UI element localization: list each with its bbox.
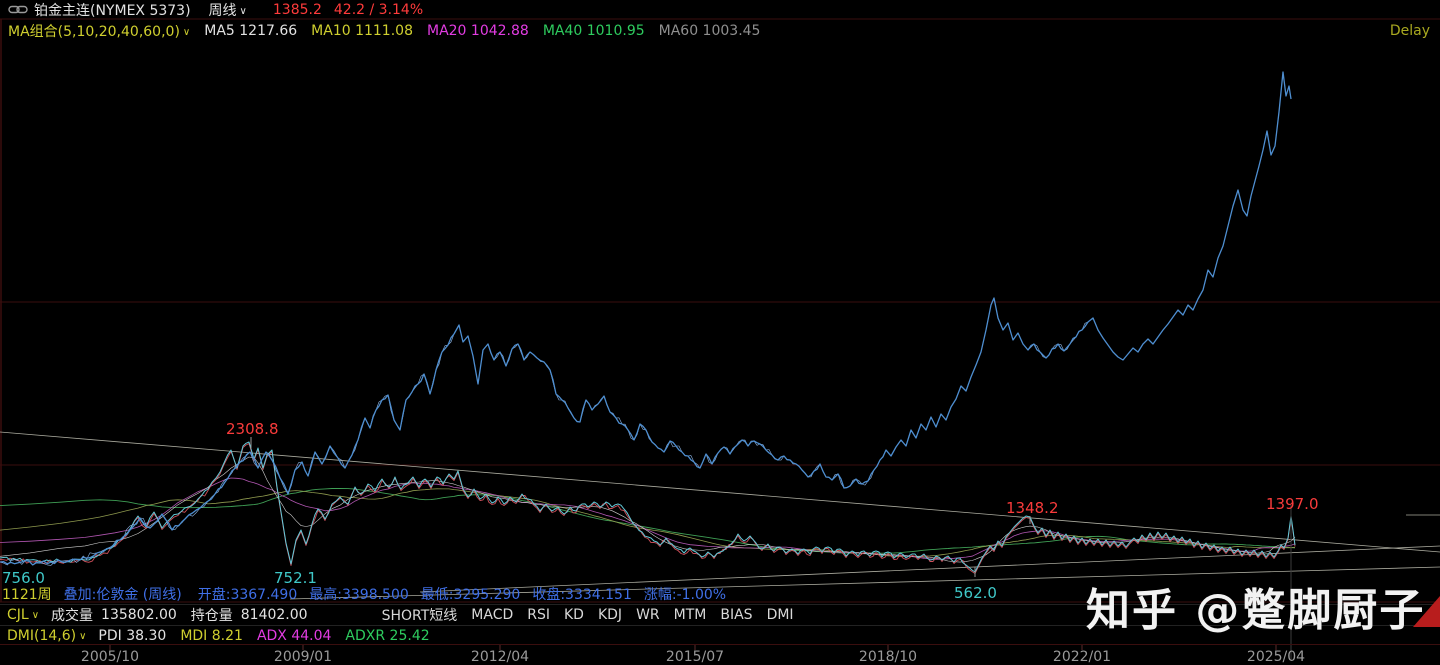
overlay-close: 收盘:3334.151: [532, 587, 632, 603]
tab-kdj[interactable]: KDJ: [597, 607, 623, 623]
last-price: 1385.2: [272, 1, 322, 18]
volume-label: 成交量: [51, 608, 94, 624]
header-bar: 铂金主连(NYMEX 5373) 周线 ∨ 1385.2 42.2 / 3.14%: [0, 0, 1440, 19]
overlay-symbol[interactable]: 叠加:伦敦金 (周线): [63, 587, 182, 603]
ma-group-selector[interactable]: MA组合(5,10,20,40,60,0) ∨: [8, 23, 191, 40]
x-axis-label: 2022/01: [1052, 649, 1112, 665]
tab-short[interactable]: SHORT短线: [381, 608, 458, 624]
price-annotation: 2308.8: [226, 420, 279, 438]
price-annotation: 1397.0: [1266, 495, 1319, 513]
price-change: 42.2 / 3.14%: [333, 1, 424, 18]
period-selector[interactable]: 周线 ∨: [208, 2, 247, 19]
open-interest-value: 81402.00: [240, 607, 308, 623]
price-annotation: 756.0: [2, 569, 45, 587]
ma20-value: MA20 1042.88: [426, 22, 529, 39]
open-interest-label: 持仓量: [190, 608, 233, 624]
adxr-value: ADXR 25.42: [345, 627, 430, 644]
bars-count: 1121周: [2, 587, 52, 603]
x-axis-label: 2005/10: [80, 649, 140, 665]
symbol-name[interactable]: 铂金主连(NYMEX 5373): [34, 2, 191, 19]
ma-bar: MA组合(5,10,20,40,60,0) ∨ MA5 1217.66 MA10 …: [0, 21, 1440, 40]
tab-bias[interactable]: BIAS: [720, 607, 753, 623]
overlay-info-bar: 1121周 叠加:伦敦金 (周线) 开盘:3367.490 最高:3398.50…: [0, 585, 1440, 603]
x-axis-label: 2018/10: [858, 649, 918, 665]
link-icon[interactable]: [8, 4, 28, 15]
overlay-low: 最低:3295.290: [420, 587, 521, 603]
dmi-bar: DMI(14,6) ∨ PDI 38.30 MDI 8.21 ADX 44.04 …: [0, 625, 1440, 645]
indicator-toolbar: CJL ∨ 成交量 135802.00 持仓量 81402.00 SHORT短线 …: [0, 604, 1440, 625]
tab-rsi[interactable]: RSI: [527, 607, 550, 623]
tab-dmi[interactable]: DMI: [766, 607, 794, 623]
adx-value: ADX 44.04: [256, 627, 332, 644]
overlay-change: 涨幅:-1.00%: [643, 587, 727, 603]
x-axis-label: 2009/01: [273, 649, 333, 665]
overlay-high: 最高:3398.500: [309, 587, 409, 603]
chevron-down-icon: ∨: [182, 26, 191, 38]
tab-wr[interactable]: WR: [636, 607, 660, 623]
price-annotation: 562.0: [954, 584, 997, 602]
price-annotation: 1348.2: [1006, 499, 1059, 517]
volume-value: 135802.00: [101, 607, 177, 623]
chevron-down-icon: ∨: [79, 630, 87, 642]
mdi-value: MDI 8.21: [180, 627, 243, 644]
volume-indicator-selector[interactable]: CJL ∨: [7, 607, 40, 623]
x-axis[interactable]: 2005/10 2009/01 2012/04 2015/07 2018/10 2022/…: [0, 644, 1440, 665]
delay-badge: Delay: [1389, 23, 1430, 39]
pdi-value: PDI 38.30: [98, 627, 167, 644]
ma5-value: MA5 1217.66: [204, 22, 298, 39]
chevron-down-icon: ∨: [239, 5, 247, 17]
corner-triangle-icon: [1413, 596, 1440, 627]
dmi-indicator-selector[interactable]: DMI(14,6) ∨: [7, 627, 87, 644]
tab-kd[interactable]: KD: [564, 607, 584, 623]
ma10-value: MA10 1111.08: [311, 22, 413, 39]
x-axis-label: 2015/07: [665, 649, 725, 665]
ma40-value: MA40 1010.95: [542, 22, 645, 39]
tab-mtm[interactable]: MTM: [673, 607, 707, 623]
x-axis-label: 2012/04: [470, 649, 530, 665]
chevron-down-icon: ∨: [31, 610, 40, 621]
watermark: 知乎 @蹩脚厨子: [1086, 585, 1426, 636]
ma60-value: MA60 1003.45: [658, 22, 761, 39]
overlay-open: 开盘:3367.490: [197, 587, 298, 603]
x-axis-label: 2025/04: [1246, 649, 1306, 665]
tab-macd[interactable]: MACD: [471, 607, 514, 623]
price-annotation: 752.1: [274, 569, 317, 587]
